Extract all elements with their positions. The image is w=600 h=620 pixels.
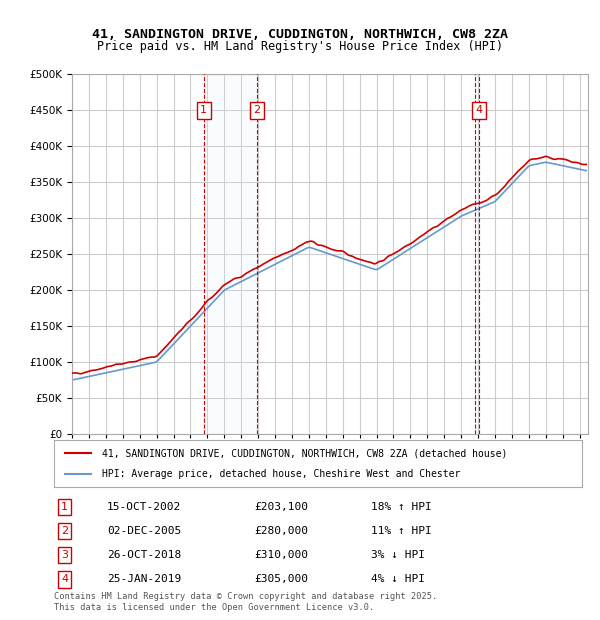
Text: 4% ↓ HPI: 4% ↓ HPI [371, 574, 425, 584]
Text: 1: 1 [61, 502, 68, 512]
Text: HPI: Average price, detached house, Cheshire West and Chester: HPI: Average price, detached house, Ches… [101, 469, 460, 479]
Text: £310,000: £310,000 [254, 550, 308, 560]
Text: Price paid vs. HM Land Registry's House Price Index (HPI): Price paid vs. HM Land Registry's House … [97, 40, 503, 53]
Text: £203,100: £203,100 [254, 502, 308, 512]
Text: 3: 3 [61, 550, 68, 560]
Text: 2: 2 [61, 526, 68, 536]
Text: 15-OCT-2002: 15-OCT-2002 [107, 502, 181, 512]
Text: 4: 4 [476, 105, 483, 115]
Bar [475, 74, 479, 434]
Text: 2: 2 [253, 105, 260, 115]
Text: Contains HM Land Registry data © Crown copyright and database right 2025.
This d: Contains HM Land Registry data © Crown c… [54, 592, 437, 611]
Text: £280,000: £280,000 [254, 526, 308, 536]
Text: 11% ↑ HPI: 11% ↑ HPI [371, 526, 431, 536]
Bar [204, 74, 257, 434]
Text: 41, SANDINGTON DRIVE, CUDDINGTON, NORTHWICH, CW8 2ZA: 41, SANDINGTON DRIVE, CUDDINGTON, NORTHW… [92, 28, 508, 41]
Text: 4: 4 [61, 574, 68, 584]
Text: 41, SANDINGTON DRIVE, CUDDINGTON, NORTHWICH, CW8 2ZA (detached house): 41, SANDINGTON DRIVE, CUDDINGTON, NORTHW… [101, 448, 507, 458]
Text: 3% ↓ HPI: 3% ↓ HPI [371, 550, 425, 560]
Text: 1: 1 [200, 105, 207, 115]
Text: £305,000: £305,000 [254, 574, 308, 584]
Text: 26-OCT-2018: 26-OCT-2018 [107, 550, 181, 560]
Text: 18% ↑ HPI: 18% ↑ HPI [371, 502, 431, 512]
Text: 25-JAN-2019: 25-JAN-2019 [107, 574, 181, 584]
Text: 02-DEC-2005: 02-DEC-2005 [107, 526, 181, 536]
